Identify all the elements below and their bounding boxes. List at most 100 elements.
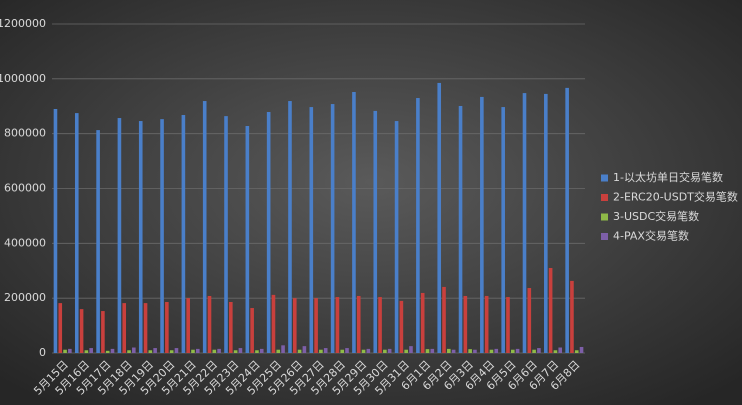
bar bbox=[361, 349, 366, 353]
bar bbox=[404, 349, 408, 353]
y-tick-label: 0 bbox=[39, 346, 46, 359]
bar bbox=[553, 350, 558, 353]
bar bbox=[132, 347, 136, 353]
bar bbox=[302, 346, 307, 353]
bar bbox=[224, 116, 228, 354]
bar bbox=[416, 98, 420, 354]
bar bbox=[383, 349, 387, 353]
bar bbox=[579, 346, 584, 353]
bar bbox=[217, 348, 221, 353]
bar bbox=[127, 350, 131, 353]
bar bbox=[281, 345, 285, 353]
bar bbox=[330, 104, 335, 353]
bar bbox=[409, 346, 413, 353]
bar bbox=[229, 302, 233, 353]
bar bbox=[117, 118, 122, 353]
y-tick-label: 600000 bbox=[4, 182, 46, 195]
bar bbox=[425, 349, 430, 353]
bar bbox=[522, 93, 527, 353]
legend-swatch bbox=[601, 233, 608, 240]
bar bbox=[420, 292, 425, 353]
bar bbox=[506, 297, 510, 353]
bar bbox=[345, 348, 349, 353]
bar bbox=[501, 107, 505, 353]
legend-label: 3-USDC交易笔数 bbox=[613, 209, 699, 223]
bar bbox=[458, 105, 463, 353]
bar bbox=[271, 294, 276, 353]
bar bbox=[480, 96, 484, 353]
bar bbox=[174, 348, 179, 353]
bar bbox=[63, 349, 67, 353]
bar bbox=[314, 298, 318, 353]
bar bbox=[122, 303, 127, 353]
bar bbox=[574, 350, 579, 353]
bar bbox=[463, 295, 468, 353]
bar bbox=[430, 348, 435, 353]
bar bbox=[181, 115, 186, 353]
bar bbox=[544, 93, 548, 353]
bar bbox=[143, 303, 148, 353]
bar bbox=[153, 348, 157, 353]
bar bbox=[373, 110, 378, 354]
bar bbox=[527, 288, 532, 353]
bar bbox=[515, 348, 520, 353]
bar bbox=[399, 300, 404, 353]
bar bbox=[191, 349, 195, 353]
bar bbox=[288, 101, 292, 353]
bar bbox=[378, 297, 382, 353]
bar bbox=[259, 348, 264, 353]
y-tick-label: 800000 bbox=[4, 127, 46, 140]
bar bbox=[447, 348, 451, 353]
bar bbox=[238, 348, 243, 353]
legend-swatch bbox=[601, 194, 608, 201]
bar bbox=[437, 82, 442, 353]
legend-label: 4-PAX交易笔数 bbox=[613, 229, 689, 243]
bar bbox=[110, 348, 115, 353]
y-tick-label: 1000000 bbox=[0, 72, 46, 85]
legend-label: 1-以太坊单日交易笔数 bbox=[613, 170, 723, 184]
bar bbox=[558, 347, 563, 353]
bar bbox=[451, 349, 456, 353]
bar bbox=[494, 348, 499, 353]
y-tick-label: 200000 bbox=[4, 291, 46, 304]
bar bbox=[89, 348, 93, 353]
bar bbox=[548, 268, 553, 353]
bar bbox=[250, 308, 254, 353]
bar bbox=[352, 91, 356, 353]
bar bbox=[309, 107, 314, 353]
bar bbox=[356, 295, 361, 353]
bar bbox=[292, 298, 297, 353]
bar bbox=[74, 113, 79, 354]
bar bbox=[105, 350, 110, 353]
bar bbox=[266, 112, 271, 353]
bar bbox=[84, 350, 89, 353]
bar bbox=[335, 297, 340, 353]
y-tick-label: 1200000 bbox=[0, 17, 46, 30]
bar bbox=[323, 348, 328, 353]
bar bbox=[101, 311, 105, 353]
bar bbox=[202, 101, 207, 353]
bar bbox=[79, 309, 84, 353]
bar bbox=[58, 303, 63, 353]
bar bbox=[319, 349, 323, 353]
bar bbox=[53, 108, 58, 353]
bar bbox=[394, 121, 399, 354]
legend-swatch bbox=[601, 174, 608, 182]
bar bbox=[207, 295, 212, 353]
bar bbox=[245, 125, 250, 354]
bar bbox=[473, 349, 477, 353]
bar bbox=[160, 119, 164, 353]
bar bbox=[276, 349, 281, 353]
bar bbox=[510, 349, 515, 353]
bar bbox=[387, 348, 392, 353]
bar bbox=[468, 349, 472, 353]
bar bbox=[297, 349, 302, 353]
bar bbox=[165, 302, 169, 353]
y-tick-label: 400000 bbox=[4, 236, 46, 249]
bar bbox=[489, 349, 494, 353]
bar bbox=[484, 295, 489, 353]
bar bbox=[340, 349, 345, 353]
bar bbox=[537, 348, 541, 353]
bar bbox=[442, 286, 446, 353]
